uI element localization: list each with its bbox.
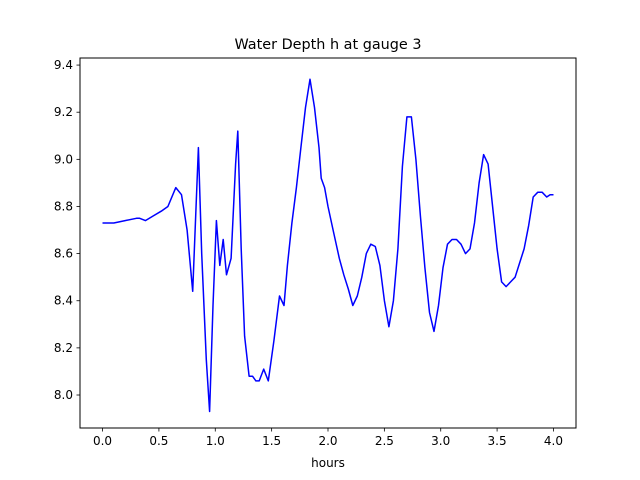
x-tick-label: 4.0 (544, 434, 563, 448)
x-tick-label: 0.0 (93, 434, 112, 448)
series-layer (102, 78, 554, 413)
y-tick-label: 9.4 (54, 58, 73, 72)
x-tick-label: 3.5 (488, 434, 507, 448)
y-tick-label: 8.2 (54, 341, 73, 355)
y-tick-label: 8.8 (54, 199, 73, 213)
x-tick-label: 2.5 (375, 434, 394, 448)
x-tick-label: 3.0 (431, 434, 450, 448)
x-tick-label: 2.0 (318, 434, 337, 448)
y-tick-label: 9.0 (54, 152, 73, 166)
series-line (102, 78, 554, 413)
chart-title: Water Depth h at gauge 3 (234, 37, 421, 53)
x-axis: 0.0 0.5 1.0 1.5 2.0 2.5 3.0 3.5 4.0 (93, 428, 563, 448)
y-tick-label: 8.4 (54, 294, 73, 308)
y-axis: 8.0 8.2 8.4 8.6 8.8 9.0 9.2 9.4 (54, 58, 80, 402)
x-tick-label: 1.0 (206, 434, 225, 448)
y-tick-label: 9.2 (54, 105, 73, 119)
x-tick-label: 0.5 (149, 434, 168, 448)
x-axis-label: hours (311, 456, 345, 470)
y-tick-label: 8.0 (54, 388, 73, 402)
y-tick-label: 8.6 (54, 247, 73, 261)
x-tick-label: 1.5 (262, 434, 281, 448)
